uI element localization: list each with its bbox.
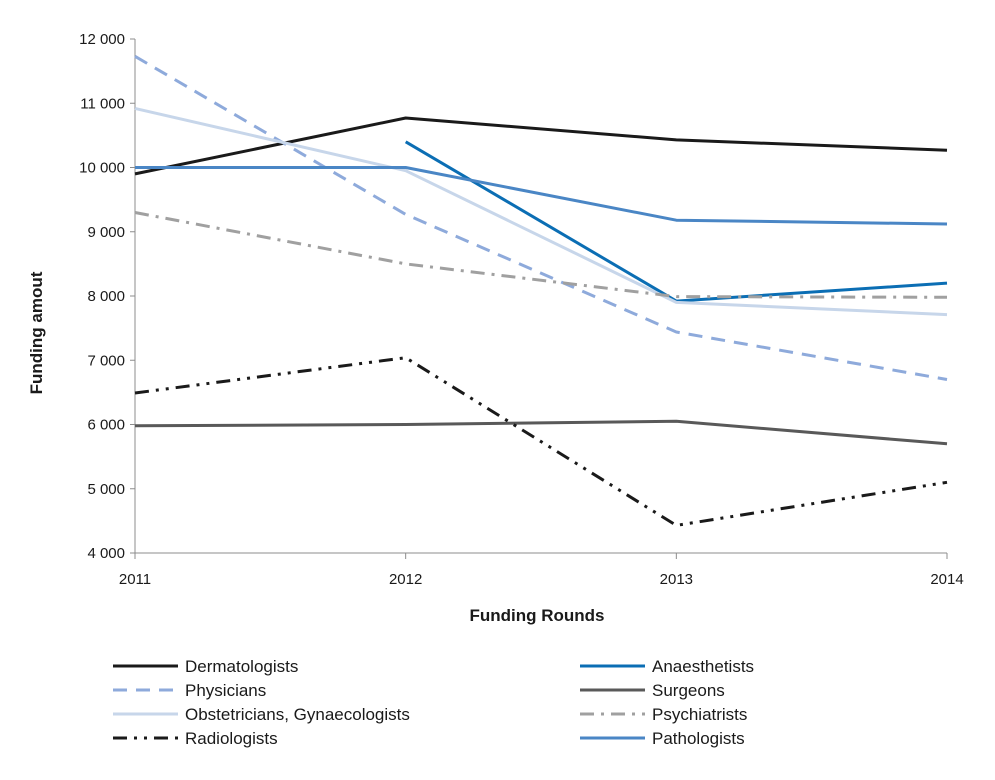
x-axis-title: Funding Rounds (469, 606, 604, 625)
legend-label: Obstetricians, Gynaecologists (185, 705, 410, 724)
series-lines (134, 55, 948, 527)
y-tick-label: 5 000 (87, 481, 125, 498)
series-line-radiologists (134, 356, 948, 527)
x-tick-label: 2012 (389, 571, 422, 588)
axes: 4 000 5 000 6 000 7 000 8 000 9 000 10 000 11 0… (79, 31, 964, 588)
series-line-surgeons (134, 419, 948, 446)
legend-label: Physicians (185, 681, 266, 700)
y-tick-label: 8 000 (87, 288, 125, 305)
legend-label: Dermatologists (185, 657, 298, 676)
y-tick-label: 12 000 (79, 31, 125, 48)
legend-label: Anaesthetists (652, 657, 754, 676)
legend-label: Surgeons (652, 681, 725, 700)
legend-label: Pathologists (652, 729, 745, 748)
x-tick-label: 2011 (119, 571, 151, 588)
y-tick-label: 10 000 (79, 160, 125, 177)
legend-label: Psychiatrists (652, 705, 747, 724)
y-tick-label: 7 000 (87, 352, 125, 369)
y-tick-label: 4 000 (87, 545, 125, 562)
series-line-dermatologists (134, 116, 948, 176)
series-line-obstetricians-gynaecologists (134, 106, 948, 317)
legend: Dermatologists Anaesthetists Physicians Sur… (113, 657, 754, 748)
x-tick-label: 2013 (660, 571, 693, 588)
x-tick-label: 2014 (930, 571, 963, 588)
series-line-psychiatrists (134, 211, 948, 299)
y-axis-title: Funding amout (27, 271, 46, 394)
legend-label: Radiologists (185, 729, 278, 748)
y-tick-label: 6 000 (87, 417, 125, 434)
y-tick-label: 11 000 (80, 95, 125, 112)
series-line-physicians (134, 55, 948, 381)
y-tick-label: 9 000 (87, 224, 125, 241)
series-line-pathologists (135, 166, 948, 226)
